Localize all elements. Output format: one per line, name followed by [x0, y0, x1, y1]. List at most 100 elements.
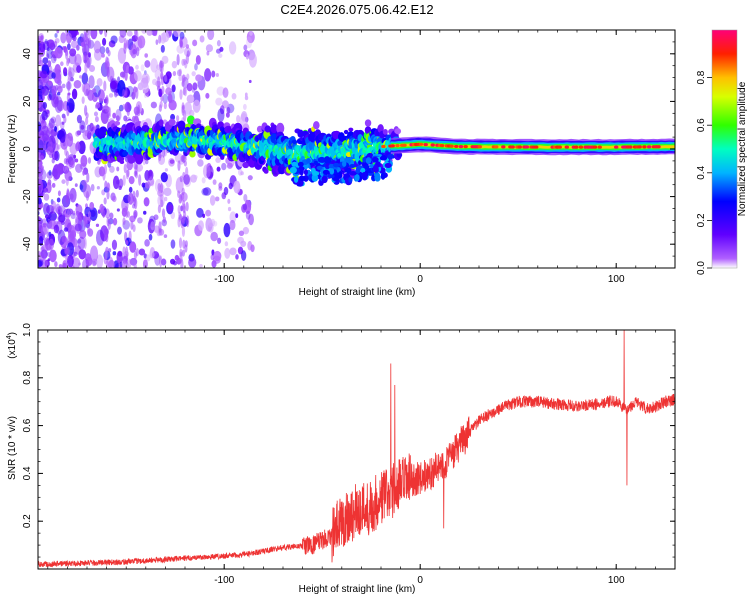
snr-xtick-label: 0	[417, 575, 423, 586]
spectrogram-noise-blob	[248, 213, 254, 226]
spectrogram-streak-blob	[123, 37, 127, 50]
spectrogram-noise-blob	[243, 103, 247, 111]
spectrogram-streak-blob	[135, 30, 139, 41]
spectrogram-noise-blob	[227, 198, 231, 204]
spectrogram-noise-blob	[242, 226, 250, 235]
spectrogram-noise-blob	[51, 72, 56, 79]
spectrogram-noise-blob	[249, 30, 253, 36]
spectrogram-peak-blob	[510, 145, 515, 149]
spectrogram-noise-blob	[58, 212, 63, 218]
spectrogram-noise-blob	[190, 174, 197, 183]
snr-ytick-label: 0.6	[22, 418, 33, 432]
spectrogram-noise-blob	[143, 210, 147, 215]
spectrogram-noise-blob	[198, 220, 204, 231]
spectrogram-noise-blob	[112, 251, 117, 256]
spectrogram-noise-blob	[56, 197, 61, 203]
spectrogram-noise-blob	[226, 162, 233, 169]
spectrogram-noise-blob	[54, 38, 60, 44]
spectrogram-noise-blob	[248, 79, 252, 83]
spectrogram-noise-blob	[144, 239, 150, 247]
spectrogram-noise-blob	[110, 80, 117, 90]
spectrogram-noise-blob	[235, 213, 239, 218]
spectrogram-noise-blob	[72, 210, 76, 216]
spectrogram-noise-blob	[192, 99, 201, 113]
spectrogram-streak-blob	[65, 192, 69, 204]
spectrogram-ridge-blob	[344, 157, 352, 165]
spectrogram-noise-blob	[118, 178, 124, 189]
spectrogram-streak-blob	[179, 89, 183, 100]
spectrogram-noise-blob	[49, 249, 57, 263]
spectrogram-ridge-blob	[341, 160, 347, 167]
spectrogram-streak-blob	[65, 175, 69, 187]
spectrogram-noise-blob	[41, 110, 48, 121]
spectrogram-ridge-blob	[317, 156, 326, 163]
spectrogram-noise-blob	[212, 179, 217, 185]
spectrogram-ridge-blob	[343, 129, 349, 135]
spectrogram-ridge-blob	[394, 128, 402, 135]
spectrogram-ridge-blob	[365, 157, 372, 164]
spectrogram-noise-blob	[170, 113, 176, 121]
spectrogram-noise-blob	[140, 64, 145, 72]
spectrogram-noise-blob	[93, 85, 101, 98]
colorbar-tick-label: 0.2	[696, 213, 707, 227]
spectrogram-peak-blob	[381, 144, 386, 149]
spectrogram-ridge-blob	[371, 156, 379, 163]
snr-ytick-label: 0.8	[22, 370, 33, 384]
spectrogram-streak-blob	[158, 186, 162, 194]
spectrogram-ytick-label: 40	[22, 48, 33, 60]
spectrogram-streak-blob	[106, 66, 110, 78]
spectrogram-noise-blob	[95, 102, 101, 109]
spectrogram-noise-blob	[150, 58, 158, 73]
spectrogram-streak-blob	[184, 240, 188, 248]
spectrogram-noise-blob	[47, 60, 52, 68]
colorbar-label: Normalized spectral amplitude	[737, 81, 748, 216]
spectrogram-noise-blob	[72, 257, 81, 268]
spectrogram-noise-blob	[91, 88, 97, 93]
spectrogram-noise-blob	[224, 247, 231, 259]
spectrogram-streak-blob	[83, 45, 87, 58]
spectrogram-noise-blob	[242, 203, 248, 211]
spectrogram-streak-blob	[103, 80, 107, 92]
spectrogram-streak-blob	[178, 68, 182, 76]
spectrogram-noise-blob	[70, 40, 79, 49]
spectrogram-noise-blob	[135, 64, 139, 70]
spectrogram-ridge-blob	[114, 120, 121, 126]
spectrogram-noise-blob	[57, 85, 63, 94]
spectrogram-streak-blob	[105, 95, 109, 105]
spectrogram-streak-blob	[135, 189, 139, 198]
spectrogram-streak-blob	[178, 237, 183, 249]
spectrogram-streak-blob	[159, 255, 163, 268]
spectrogram-noise-blob	[79, 184, 84, 191]
spectrogram-noise-blob	[196, 207, 204, 218]
spectrogram-noise-blob	[193, 174, 198, 180]
spectrogram-noise-blob	[54, 47, 63, 59]
snr-multiplier-close: )	[7, 332, 18, 335]
spectrogram-noise-blob	[93, 111, 99, 117]
spectrogram-noise-blob	[76, 44, 80, 51]
spectrogram-streak-blob	[137, 104, 141, 117]
spectrogram-ridge-blob	[384, 162, 392, 169]
spectrogram-ridge-blob	[322, 169, 330, 175]
spectrogram-noise-blob	[229, 219, 236, 231]
spectrogram-ridge-blob	[291, 139, 297, 144]
spectrogram-streak-blob	[84, 32, 88, 43]
spectrogram-noise-blob	[210, 231, 218, 242]
spectrogram-ridge-blob	[313, 121, 320, 130]
spectrogram-noise-blob	[93, 125, 97, 131]
spectrogram-noise-blob	[40, 40, 45, 45]
spectrogram-ridge-blob	[263, 169, 269, 174]
chart-title: C2E4.2026.075.06.42.E12	[280, 2, 433, 17]
spectrogram-noise-blob	[89, 245, 99, 263]
spectrogram-noise-blob	[80, 124, 85, 130]
spectrogram-noise-blob	[55, 203, 61, 214]
spectrogram-noise-blob	[67, 225, 77, 243]
spectrogram-streak-blob	[160, 76, 164, 86]
spectrogram-noise-blob	[57, 190, 61, 197]
spectrogram-noise-blob	[41, 88, 45, 95]
spectrogram-noise-blob	[197, 159, 204, 167]
spectrogram-peak-blob	[628, 145, 633, 149]
spectrogram-noise-blob	[91, 91, 98, 103]
spectrogram-noise-blob	[63, 67, 68, 76]
spectrogram-noise-blob	[97, 159, 101, 165]
snr-ytick-label: 0.4	[22, 466, 33, 480]
